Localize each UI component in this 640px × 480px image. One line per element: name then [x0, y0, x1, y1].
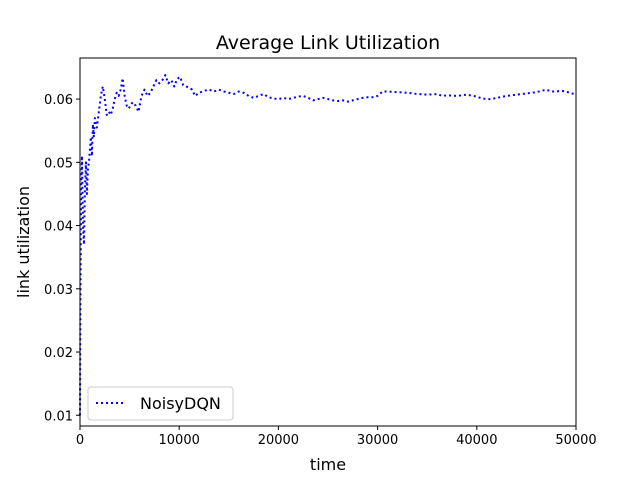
y-tick-label: 0.03 — [44, 283, 73, 298]
y-axis-ticks: 0.01 0.02 0.03 0.04 0.05 0.06 — [44, 93, 80, 424]
x-tick-label: 40000 — [456, 433, 497, 448]
y-tick-label: 0.02 — [44, 346, 73, 361]
plot-frame — [79, 57, 577, 427]
chart-title: Average Link Utilization — [216, 32, 440, 54]
x-axis-ticks: 0 10000 20000 30000 40000 50000 — [76, 426, 597, 448]
x-axis-label: time — [310, 455, 346, 474]
x-tick-label: 50000 — [555, 433, 596, 448]
x-tick-label: 0 — [76, 433, 84, 448]
legend-label: NoisyDQN — [140, 394, 221, 413]
y-tick-label: 0.01 — [44, 409, 73, 424]
series-layer — [79, 74, 577, 416]
plot-area — [79, 57, 577, 427]
x-tick-label: 10000 — [159, 433, 200, 448]
y-tick-label: 0.05 — [44, 156, 73, 171]
y-axis-label: link utilization — [14, 186, 33, 298]
legend: NoisyDQN — [87, 386, 234, 421]
series-line-0 — [79, 74, 577, 416]
y-tick-label: 0.06 — [44, 93, 73, 108]
legend-box — [87, 386, 234, 421]
x-tick-label: 30000 — [357, 433, 398, 448]
x-tick-label: 20000 — [258, 433, 299, 448]
y-tick-label: 0.04 — [44, 220, 73, 235]
plot-background — [80, 58, 576, 426]
